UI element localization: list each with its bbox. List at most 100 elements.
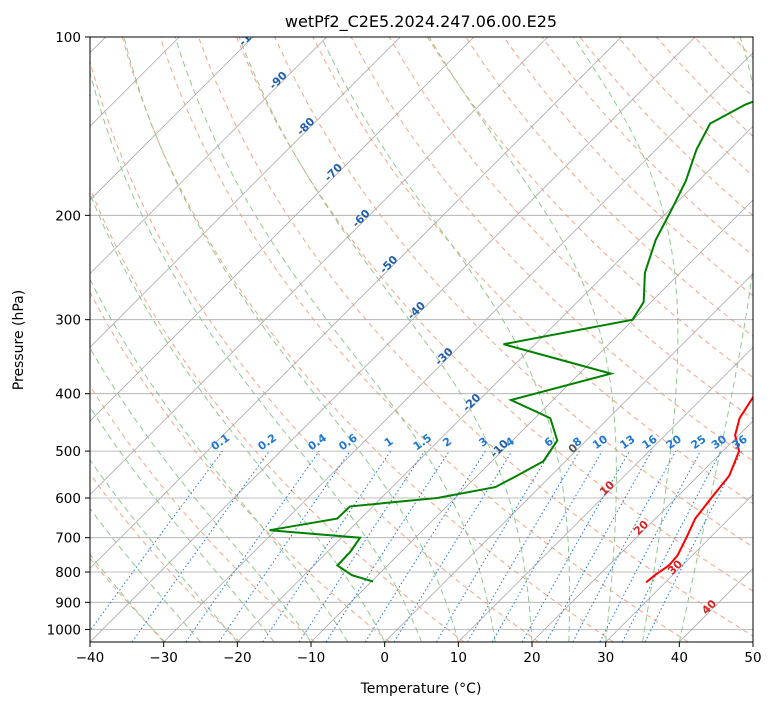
moist-adiabat (123, 37, 459, 642)
isotherm-line (531, 420, 753, 642)
isotherm-line (90, 37, 696, 642)
dry-adiabat (236, 37, 753, 592)
isotherm-line (163, 52, 753, 642)
moist-adiabat (90, 70, 422, 642)
plot-frame (89, 36, 754, 643)
dry-adiabat (541, 37, 753, 257)
mixing-ratio-label: 30 (709, 432, 729, 452)
mixing-ratio-label: 36 (730, 432, 750, 452)
mixing-ratio-label: 0.2 (256, 431, 279, 453)
dry-adiabat (350, 37, 753, 462)
isotherm-line (310, 199, 753, 642)
dry-adiabat (159, 37, 689, 642)
mixing-ratio-label: 0.6 (336, 431, 360, 453)
isotherm-label: -100 (236, 20, 265, 49)
moist-adiabat (90, 278, 349, 642)
y-tick-label: 400 (55, 387, 81, 403)
moist-adiabat (238, 37, 533, 642)
isotherm-line (752, 641, 753, 642)
moist-adiabat (90, 459, 238, 642)
mixing-ratio-label: 25 (689, 433, 709, 452)
mixing-ratio-line (393, 450, 513, 642)
isotherm-label: -80 (294, 115, 317, 138)
isotherm-label: -90 (267, 69, 290, 92)
isotherm-line (90, 37, 327, 275)
x-tick-label: −10 (297, 650, 326, 666)
mixing-ratio-line (435, 450, 552, 642)
dewpoint-profile (269, 100, 753, 583)
x-tick-label: −40 (76, 650, 105, 666)
x-tick-label: 0 (380, 650, 389, 666)
chart-title: wetPf2_C2E5.2024.247.06.00.E25 (285, 12, 557, 32)
isotherm-label: 20 (631, 518, 651, 538)
mixing-ratio-line (131, 450, 270, 642)
y-tick-label: 900 (55, 595, 81, 611)
moist-adiabat (428, 37, 617, 642)
isotherm-label: -30 (432, 345, 455, 368)
dry-adiabat (90, 291, 390, 642)
isotherm-line (90, 37, 548, 496)
dry-adiabat (90, 59, 540, 642)
x-axis-title: Temperature (°C) (360, 681, 482, 697)
mixing-ratio-line (599, 450, 701, 642)
mixing-ratio-line (467, 450, 580, 642)
isotherm-label: -20 (460, 391, 483, 414)
y-tick-label: 1000 (47, 622, 81, 638)
dry-adiabat (656, 37, 753, 138)
mixing-ratio-line (521, 450, 630, 642)
moist-adiabat (90, 553, 165, 642)
temperature-profile (645, 395, 753, 584)
isotherm-line (458, 346, 753, 642)
mixing-ratio-line (325, 450, 450, 642)
isotherm-line (237, 125, 753, 642)
y-tick-label: 800 (55, 565, 81, 581)
mixing-ratio-line (644, 450, 743, 642)
isotherm-line (90, 37, 401, 348)
y-axis-title: Pressure (hPa) (11, 290, 27, 390)
isotherm-line (90, 37, 254, 201)
y-tick-label: 700 (55, 531, 81, 547)
dry-adiabat (388, 37, 753, 420)
isotherm-line (384, 273, 753, 642)
y-tick-label: 200 (55, 208, 81, 224)
mixing-ratio-line (572, 450, 677, 642)
isotherm-label: 40 (699, 597, 719, 617)
mixing-ratio-line (185, 450, 320, 642)
mixing-ratio-label: 3 (477, 435, 491, 450)
mixing-ratio-line (298, 450, 425, 642)
mixing-ratio-label: 0.4 (306, 431, 330, 453)
mixing-ratio-label: 1 (382, 435, 396, 450)
dry-adiabat (465, 37, 753, 338)
mixing-ratio-label: 13 (617, 433, 637, 452)
mixing-ratio-line (218, 450, 351, 642)
dry-adiabat (121, 37, 614, 642)
mixing-ratio-label: 0.1 (209, 431, 232, 453)
mixing-ratio-line (90, 450, 223, 632)
dry-adiabat (90, 557, 166, 642)
isotherm-label: -70 (322, 161, 345, 184)
x-tick-label: 40 (671, 650, 688, 666)
isotherm-label: -60 (350, 207, 373, 230)
x-tick-label: 20 (523, 650, 540, 666)
isotherm-line (90, 37, 475, 422)
moist-adiabat (572, 37, 679, 642)
mixing-ratio-label: 10 (590, 432, 610, 452)
x-tick-label: 30 (597, 650, 614, 666)
moist-adiabat (90, 347, 312, 642)
moist-adiabat (90, 406, 275, 642)
isotherm-line (605, 494, 753, 642)
isotherm-label: 10 (597, 478, 617, 498)
dry-adiabat (694, 37, 753, 98)
y-tick-label: 300 (55, 313, 81, 329)
isotherm-line (679, 567, 753, 642)
dry-adiabat (312, 37, 753, 505)
mixing-ratio-label: 20 (664, 432, 684, 452)
x-tick-label: 50 (744, 650, 761, 666)
dry-adiabat (90, 186, 465, 642)
moist-adiabat (678, 37, 753, 642)
dry-adiabat (426, 37, 753, 378)
mixing-ratio-label: 1.5 (411, 431, 434, 453)
x-tick-label: −30 (149, 650, 178, 666)
mixing-ratio-label: 2 (440, 435, 454, 450)
moist-adiabat (90, 507, 201, 642)
